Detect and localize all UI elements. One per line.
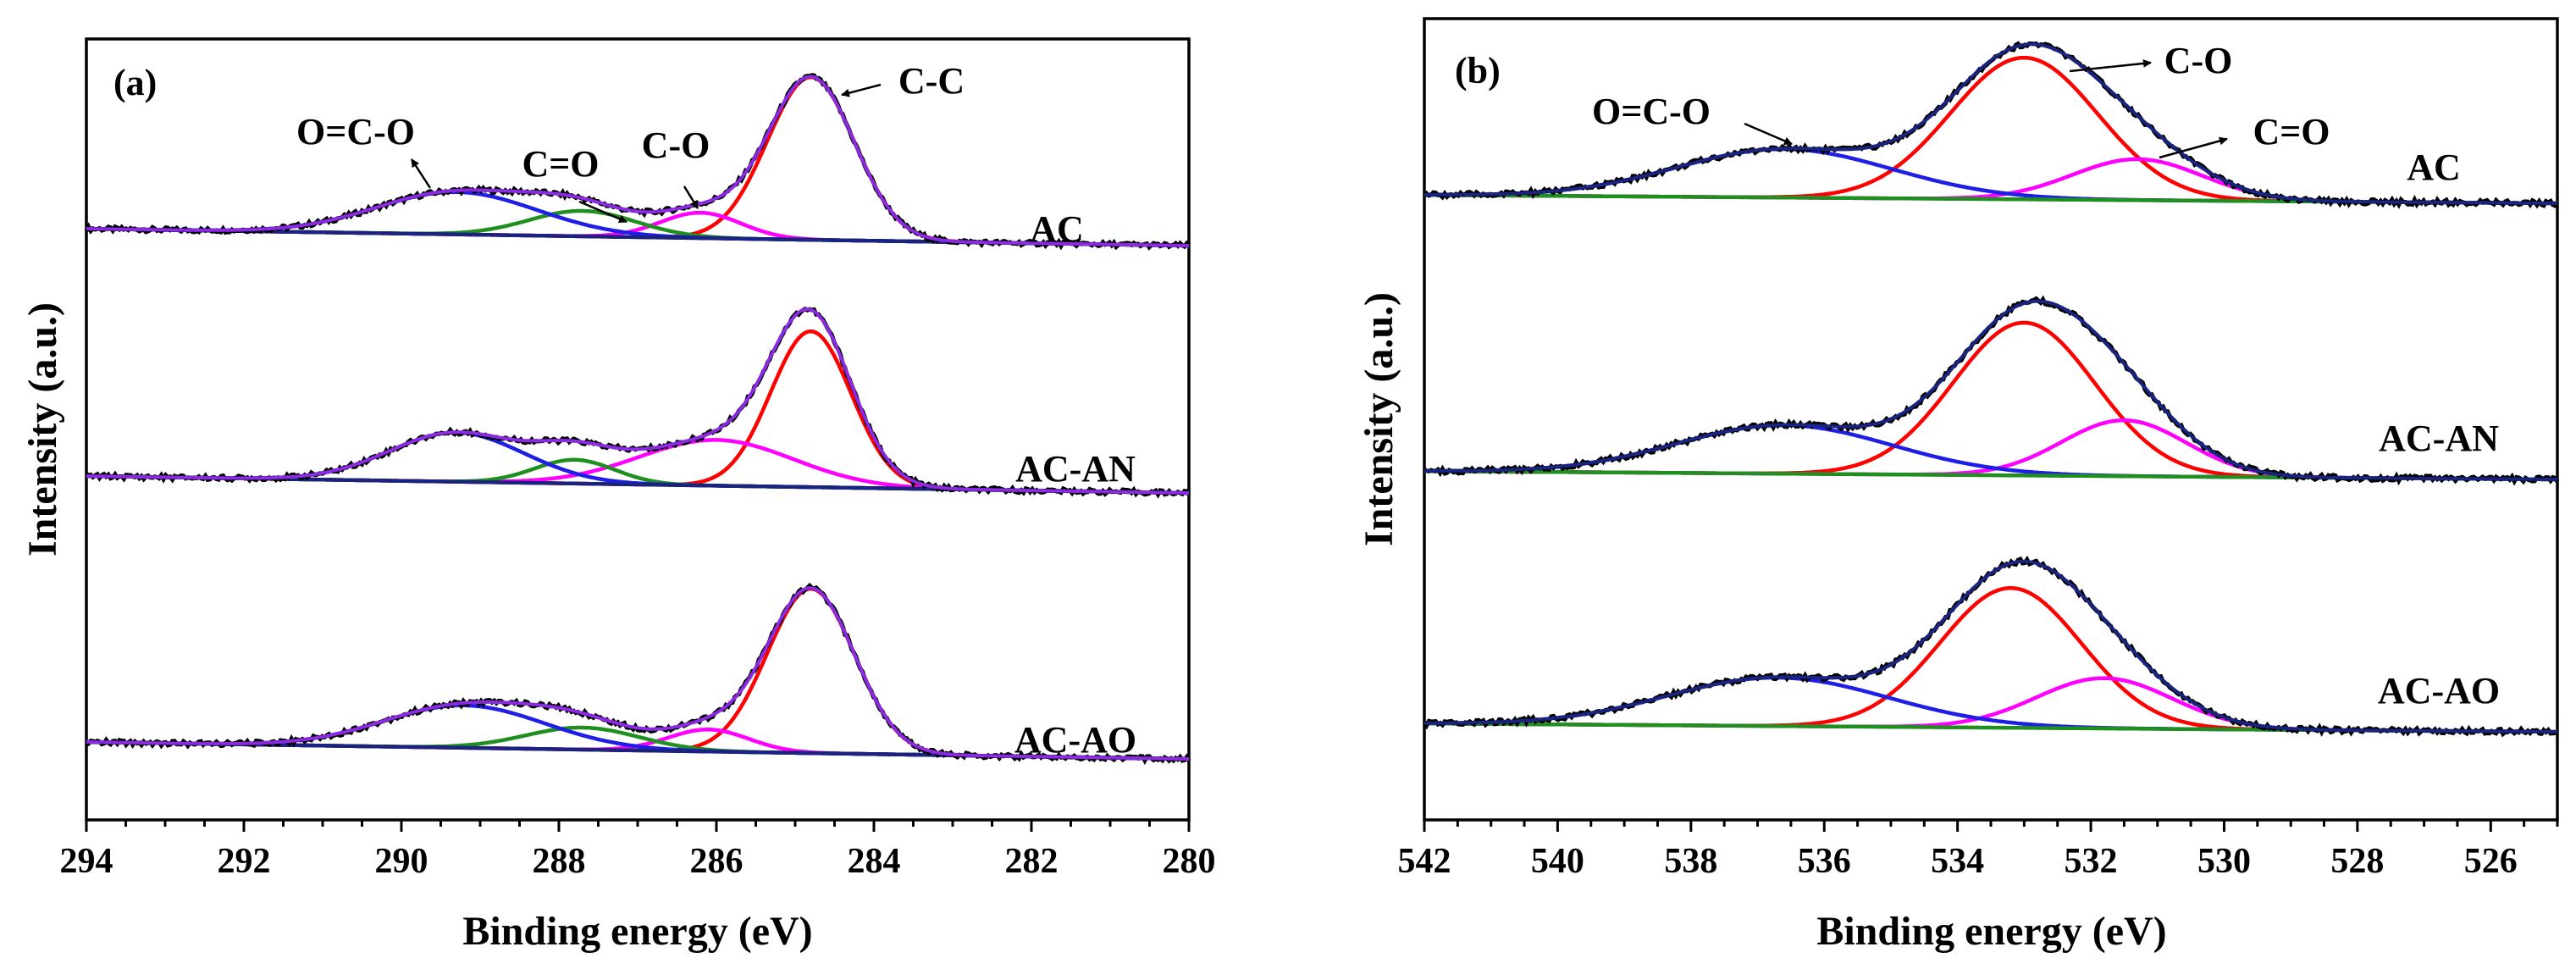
panel-a-arrow-cc xyxy=(841,83,882,97)
panel-b-x-axis: 542 540 538 536 534 532 530 528 526 xyxy=(1398,820,2559,881)
panel-a-sample-ac-ao: AC-AO xyxy=(1014,719,1136,761)
envelope-line xyxy=(86,307,1189,495)
x-tick-label: 528 xyxy=(2330,842,2384,881)
panel-b-sample-ac-ao: AC-AO xyxy=(2378,670,2500,711)
panel-a-arrow-co xyxy=(683,185,699,209)
panel-a-curves xyxy=(84,73,1191,766)
x-tick-label: 288 xyxy=(533,842,586,881)
sample-ac-ao xyxy=(1422,555,2557,738)
panel-a-sample-ac: AC xyxy=(1030,208,1084,250)
panel-a-arrow-ceqo xyxy=(578,200,627,224)
x-tick-label: 292 xyxy=(218,842,271,881)
x-tick-label: 526 xyxy=(2464,842,2518,881)
panel-b-arrow-ococ xyxy=(1744,122,1793,146)
sample-ac-an xyxy=(85,306,1191,499)
x-tick-label: 284 xyxy=(848,842,901,881)
panel-b-sample-ac-an: AC-AN xyxy=(2379,418,2499,459)
envelope-line xyxy=(86,75,1189,247)
x-tick-label: 294 xyxy=(60,842,113,881)
panel-b-annotation-ococ: O=C-O xyxy=(1592,91,1711,132)
envelope-line xyxy=(1424,559,2557,734)
x-tick-label: 530 xyxy=(2197,842,2251,881)
panel-b-ylabel: Intensity (a.u.) xyxy=(1357,292,1401,546)
panel-a-x-axis: 294 292 290 288 286 284 282 280 xyxy=(60,820,1216,881)
panel-a-annotation-cc: C-C xyxy=(898,60,965,102)
sample-ac-an xyxy=(1423,295,2560,486)
panel-a-annotation-ococ: O=C-O xyxy=(296,111,415,152)
x-tick-label: 536 xyxy=(1798,842,1851,881)
panel-a-c1s: 294 292 290 288 286 284 282 280 (a) Binding ene… xyxy=(20,37,1216,954)
panel-a-annotation-co: C-O xyxy=(642,125,710,166)
x-tick-label: 282 xyxy=(1005,842,1059,881)
envelope-line xyxy=(86,586,1189,761)
x-tick-label: 290 xyxy=(375,842,428,881)
envelope-line xyxy=(1424,299,2557,481)
panel-a-frame xyxy=(85,37,1191,822)
panel-b-curves xyxy=(1422,41,2560,738)
x-tick-label: 532 xyxy=(2065,842,2118,881)
panel-a-sample-ac-an: AC-AN xyxy=(1015,448,1136,490)
panel-b-arrow-ceqo xyxy=(2159,136,2228,159)
panel-b-annotation-ceqo: C=O xyxy=(2253,111,2330,152)
panel-a-arrow-ococ xyxy=(410,158,432,189)
panel-b-xlabel: Binding energy (eV) xyxy=(1816,909,2166,954)
envelope-line xyxy=(1424,42,2557,205)
x-tick-label: 534 xyxy=(1931,842,1984,881)
panel-a-xlabel: Binding energy (eV) xyxy=(462,909,812,954)
sample-ac xyxy=(84,73,1191,251)
sample-ac-ao xyxy=(85,582,1191,766)
panel-b-sample-ac: AC xyxy=(2407,147,2461,188)
panel-a-annotation-ceqo: C=O xyxy=(522,143,599,185)
panel-b-annotation-co: C-O xyxy=(2164,40,2233,81)
panel-a-label: (a) xyxy=(113,62,157,103)
x-tick-label: 540 xyxy=(1531,842,1584,881)
panel-b-arrow-co xyxy=(2069,58,2152,73)
panel-b-o1s: 542 540 538 536 534 532 530 528 526 (b) Binding … xyxy=(1357,17,2560,954)
panel-a-ylabel: Intensity (a.u.) xyxy=(20,302,65,556)
x-tick-label: 280 xyxy=(1163,842,1216,881)
x-tick-label: 538 xyxy=(1664,842,1717,881)
panel-b-label: (b) xyxy=(1455,50,1501,91)
x-tick-label: 542 xyxy=(1398,842,1451,881)
x-tick-label: 286 xyxy=(690,842,744,881)
sample-ac xyxy=(1423,41,2558,209)
